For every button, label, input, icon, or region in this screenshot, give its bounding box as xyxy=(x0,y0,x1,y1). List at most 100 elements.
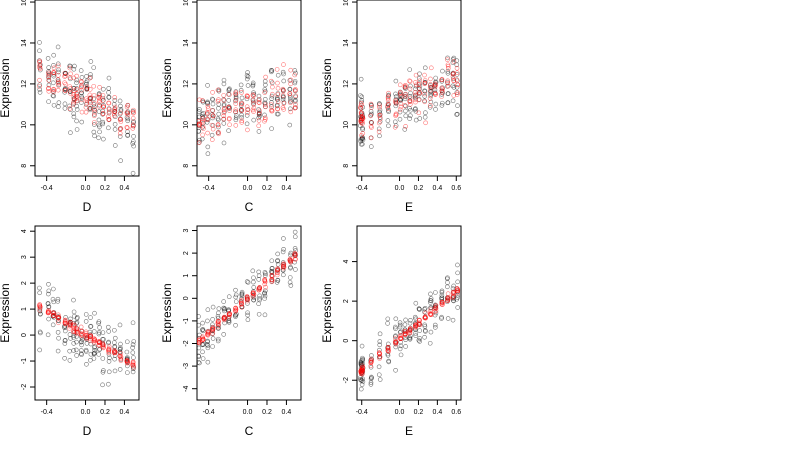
red-point xyxy=(210,113,216,119)
black-point xyxy=(408,317,413,323)
black-point xyxy=(275,72,281,78)
red-point xyxy=(91,83,97,89)
red-point xyxy=(251,109,256,114)
y-tick-label: 14 xyxy=(183,39,190,47)
black-point xyxy=(398,352,404,358)
black-point xyxy=(100,330,106,335)
black-point xyxy=(439,314,444,320)
black-point xyxy=(412,314,418,320)
black-point xyxy=(422,114,428,120)
red-point xyxy=(68,91,73,96)
black-point xyxy=(37,82,43,88)
black-point xyxy=(130,369,136,375)
black-point xyxy=(100,370,106,375)
black-point xyxy=(51,52,56,58)
black-point xyxy=(428,329,434,335)
black-point xyxy=(439,100,445,106)
panel-2: -0.4 0.0 0.2 0.4 8 10 12 14 16 C Expression xyxy=(160,0,302,214)
red-point xyxy=(227,116,232,121)
black-point xyxy=(216,105,221,111)
red-point xyxy=(71,102,76,107)
panel-5: -0.4 0.0 0.2 0.4 -4 -3 -2 -1 0 1 2 3 C Expression xyxy=(160,225,302,438)
black-point xyxy=(204,342,210,347)
black-point xyxy=(358,76,364,82)
black-point xyxy=(125,132,131,138)
red-point xyxy=(269,274,275,279)
black-point xyxy=(67,358,73,363)
black-point xyxy=(454,296,460,302)
y-tick-label: 0 xyxy=(183,296,190,300)
red-point xyxy=(62,74,67,79)
black-point xyxy=(292,68,298,73)
red-point xyxy=(385,94,391,100)
red-point xyxy=(205,130,210,136)
red-point xyxy=(51,65,57,71)
black-point xyxy=(112,107,117,112)
red-point xyxy=(398,104,404,110)
red-point xyxy=(368,360,374,365)
red-point xyxy=(84,84,90,90)
black-point xyxy=(233,92,239,98)
black-point xyxy=(215,315,221,321)
black-point xyxy=(233,115,239,121)
black-point xyxy=(67,88,73,94)
red-point xyxy=(200,335,205,341)
y-tick-label: 10 xyxy=(183,121,190,129)
red-point xyxy=(440,300,445,305)
black-point xyxy=(250,83,256,89)
black-point xyxy=(245,312,250,318)
red-point xyxy=(377,105,382,110)
black-point xyxy=(210,317,215,322)
black-point xyxy=(385,341,391,347)
red-point xyxy=(197,140,202,146)
red-point xyxy=(275,80,280,86)
red-point xyxy=(359,102,364,108)
x-tick-label: 0.4 xyxy=(282,409,292,416)
red-point xyxy=(398,101,404,106)
black-point xyxy=(450,60,456,65)
x-tick-label: 0.2 xyxy=(414,409,424,416)
black-point xyxy=(245,317,251,322)
black-point xyxy=(106,381,111,387)
y-tick-label: -4 xyxy=(183,385,190,391)
red-point xyxy=(100,93,106,98)
red-point xyxy=(233,306,238,311)
red-point xyxy=(51,311,57,316)
black-point xyxy=(287,275,293,280)
black-point xyxy=(393,91,398,97)
red-point xyxy=(269,107,274,113)
black-point xyxy=(251,275,256,281)
red-point xyxy=(37,305,43,310)
black-point xyxy=(74,339,79,345)
red-point xyxy=(293,93,298,99)
red-point xyxy=(412,90,418,95)
black-point xyxy=(55,299,61,304)
y-tick-label: 2 xyxy=(183,251,190,255)
black-point xyxy=(226,128,231,133)
red-point xyxy=(233,97,239,103)
red-point xyxy=(222,315,227,321)
black-point xyxy=(209,96,215,102)
black-point xyxy=(256,129,262,134)
red-point xyxy=(112,106,118,111)
red-point xyxy=(226,314,232,320)
y-axis-title: Expression xyxy=(320,283,334,342)
red-point xyxy=(92,106,97,112)
black-point xyxy=(92,310,97,316)
black-point xyxy=(287,106,293,112)
black-point xyxy=(244,73,250,78)
black-point xyxy=(423,110,428,116)
black-point xyxy=(397,116,403,122)
red-point xyxy=(239,300,244,306)
red-point xyxy=(125,125,130,131)
black-point xyxy=(287,280,293,285)
black-point xyxy=(205,83,210,88)
black-point xyxy=(79,339,84,344)
red-point xyxy=(117,131,123,136)
y-tick-label: 14 xyxy=(343,39,350,47)
black-point xyxy=(131,119,136,124)
black-point xyxy=(280,69,286,75)
red-point xyxy=(200,119,205,125)
black-point xyxy=(422,94,427,99)
black-point xyxy=(239,95,245,101)
